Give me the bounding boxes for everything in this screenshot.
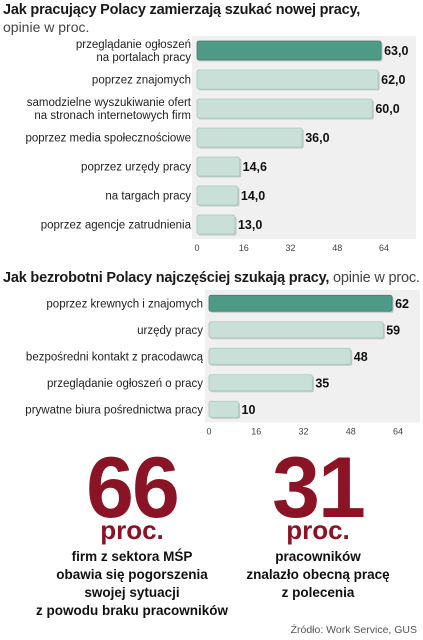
value-label: 36,0 (305, 131, 329, 145)
category-label: poprzez urzędy pracy (81, 162, 191, 174)
value-label: 48 (354, 350, 368, 364)
stat2-number: 31 (272, 440, 366, 536)
stat2-unit: proc. (286, 515, 350, 545)
axis-tick-label: 48 (346, 427, 356, 437)
axis-tick-label: 64 (393, 427, 403, 437)
axis-tick-label: 32 (298, 427, 308, 437)
value-label: 35 (315, 376, 329, 390)
bar (196, 156, 241, 177)
bar (196, 127, 303, 148)
axis-tick-label: 16 (251, 427, 261, 437)
axis-tick-label: 48 (332, 243, 342, 253)
bar (208, 400, 239, 418)
value-label: 60,0 (375, 102, 399, 116)
stat2-description: pracowników znalazło obecną pracę z pole… (246, 549, 390, 600)
source-note: Źródło: Work Service, GUS (290, 624, 417, 636)
chart1: 63,0 przeglądanie ogłoszeń na portalach pr… (25, 36, 416, 253)
axis-tick-label: 0 (206, 427, 211, 437)
bar (208, 321, 384, 339)
bar (208, 294, 393, 312)
category-label: na targach pracy (105, 191, 191, 203)
value-label: 62 (395, 297, 409, 311)
bar (196, 40, 382, 61)
bar (196, 69, 379, 90)
bar (196, 98, 373, 119)
stat1-unit: proc. (100, 515, 164, 545)
chart1-title: Jak pracujący Polacy zamierzają szukać n… (3, 2, 361, 18)
axis-tick-label: 0 (194, 243, 199, 253)
axis-tick-label: 64 (379, 243, 389, 253)
category-label: poprzez krewnych i znajomych (46, 298, 203, 310)
value-label: 10 (242, 403, 256, 417)
category-label: bezpośredni kontakt z pracodawcą (26, 351, 204, 363)
bar (196, 214, 236, 235)
category-label: poprzez znajomych (92, 75, 191, 87)
axis-tick-label: 16 (239, 243, 249, 253)
bar (208, 374, 313, 392)
value-label: 13,0 (238, 218, 262, 232)
bar (208, 347, 352, 365)
chart2: 62 poprzez krewnych i znajomych 59 urzędy p… (25, 290, 420, 437)
category-label: przeglądanie ogłoszeń na portalach pracy (76, 39, 191, 64)
value-label: 59 (386, 323, 400, 337)
stat1-description: firm z sektora MŚP obawia się pogorszeni… (35, 549, 228, 618)
axis-tick-label: 32 (285, 243, 295, 253)
category-label: samodzielne wyszukiwanie ofert na stronac… (27, 97, 192, 122)
category-label: poprzez agencje zatrudnienia (41, 220, 192, 232)
value-label: 62,0 (381, 73, 405, 87)
category-label: urzędy pracy (137, 325, 203, 337)
value-label: 14,6 (243, 160, 267, 174)
value-label: 63,0 (384, 44, 408, 58)
chart2-title: Jak bezrobotni Polacy najczęściej szukaj… (3, 270, 420, 286)
category-label: przeglądanie ogłoszeń o pracy (47, 378, 203, 390)
category-label: poprzez media społecznościowe (25, 133, 191, 145)
stat1-number: 66 (86, 440, 180, 536)
category-label: prywatne biura pośrednictwa pracy (25, 404, 203, 416)
value-label: 14,0 (241, 189, 265, 203)
chart1-subtitle: opinie w proc. (3, 19, 90, 35)
bar (196, 185, 239, 206)
